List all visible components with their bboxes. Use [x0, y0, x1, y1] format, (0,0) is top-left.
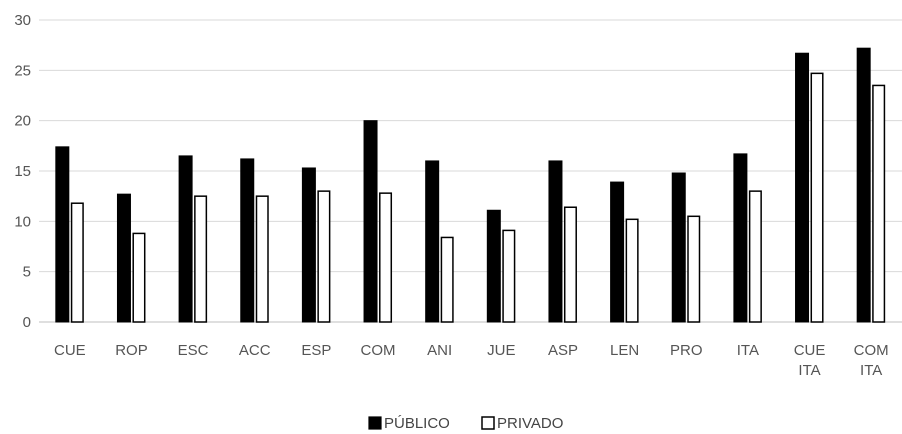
x-tick-label: ITA [737, 342, 759, 359]
bar-privado [502, 229, 516, 323]
x-tick-label: COM [361, 342, 396, 359]
bar-publico [795, 52, 810, 323]
bar-publico [671, 172, 686, 323]
bar-publico [55, 146, 70, 323]
y-tick-label: 25 [14, 62, 31, 79]
bar-publico [486, 209, 501, 323]
legend-label-publico: PÚBLICO [384, 415, 450, 432]
bar-privado [563, 206, 577, 323]
bar-privado [194, 195, 208, 323]
bar-privado [255, 195, 269, 323]
bar-publico [301, 167, 316, 323]
bar-privado [317, 190, 331, 323]
x-tick-label: LEN [610, 342, 639, 359]
x-tick-label: ROP [115, 342, 148, 359]
legend-swatch-publico [368, 416, 382, 430]
bar-privado [687, 215, 701, 323]
bar-publico [178, 155, 193, 323]
x-tick-label: ESC [178, 342, 209, 359]
x-tick-label: CUE [54, 342, 86, 359]
gridlines [39, 19, 902, 323]
y-tick-label: 30 [14, 12, 31, 29]
bar-privado [70, 202, 84, 323]
legend-swatch-privado [481, 416, 495, 430]
legend-label-privado: PRIVADO [497, 415, 563, 432]
legend-item-publico: PÚBLICO [368, 415, 450, 432]
bar-publico [425, 160, 440, 323]
x-tick-label: CUE [794, 342, 826, 359]
x-tick-label: ITA [798, 362, 820, 379]
legend: PÚBLICO PRIVADO [368, 415, 563, 432]
bar-publico [116, 193, 131, 323]
bar-publico [856, 47, 871, 323]
x-axis-ticks: CUE ROP ESC ACC ESP COM ANI JUE ASP LEN PRO ITA CUE I… [54, 342, 889, 379]
legend-item-privado: PRIVADO [481, 415, 563, 432]
bar-privado [132, 232, 146, 323]
y-tick-label: 10 [14, 213, 31, 230]
x-tick-label: ASP [548, 342, 578, 359]
x-tick-label: ACC [239, 342, 271, 359]
bar-publico [548, 160, 563, 323]
x-tick-label: COM [854, 342, 889, 359]
bar-privado [379, 192, 393, 323]
bars [55, 47, 886, 323]
y-tick-label: 0 [23, 314, 31, 331]
y-tick-label: 5 [23, 264, 31, 281]
bar-publico [363, 120, 378, 323]
x-tick-label: ESP [301, 342, 331, 359]
x-tick-label: ANI [427, 342, 452, 359]
bar-publico [240, 158, 255, 323]
y-tick-label: 20 [14, 113, 31, 130]
bar-publico [610, 181, 625, 323]
y-tick-label: 15 [14, 163, 31, 180]
y-axis-ticks: 0 5 10 15 20 25 30 [14, 12, 31, 331]
x-tick-label: PRO [670, 342, 703, 359]
bar-privado [810, 72, 824, 323]
bar-privado [440, 236, 454, 323]
bar-privado [625, 218, 639, 323]
bar-privado [748, 190, 762, 323]
x-tick-label: ITA [860, 362, 882, 379]
x-tick-label: JUE [487, 342, 515, 359]
bar-privado [872, 84, 886, 323]
bar-publico [733, 153, 748, 323]
